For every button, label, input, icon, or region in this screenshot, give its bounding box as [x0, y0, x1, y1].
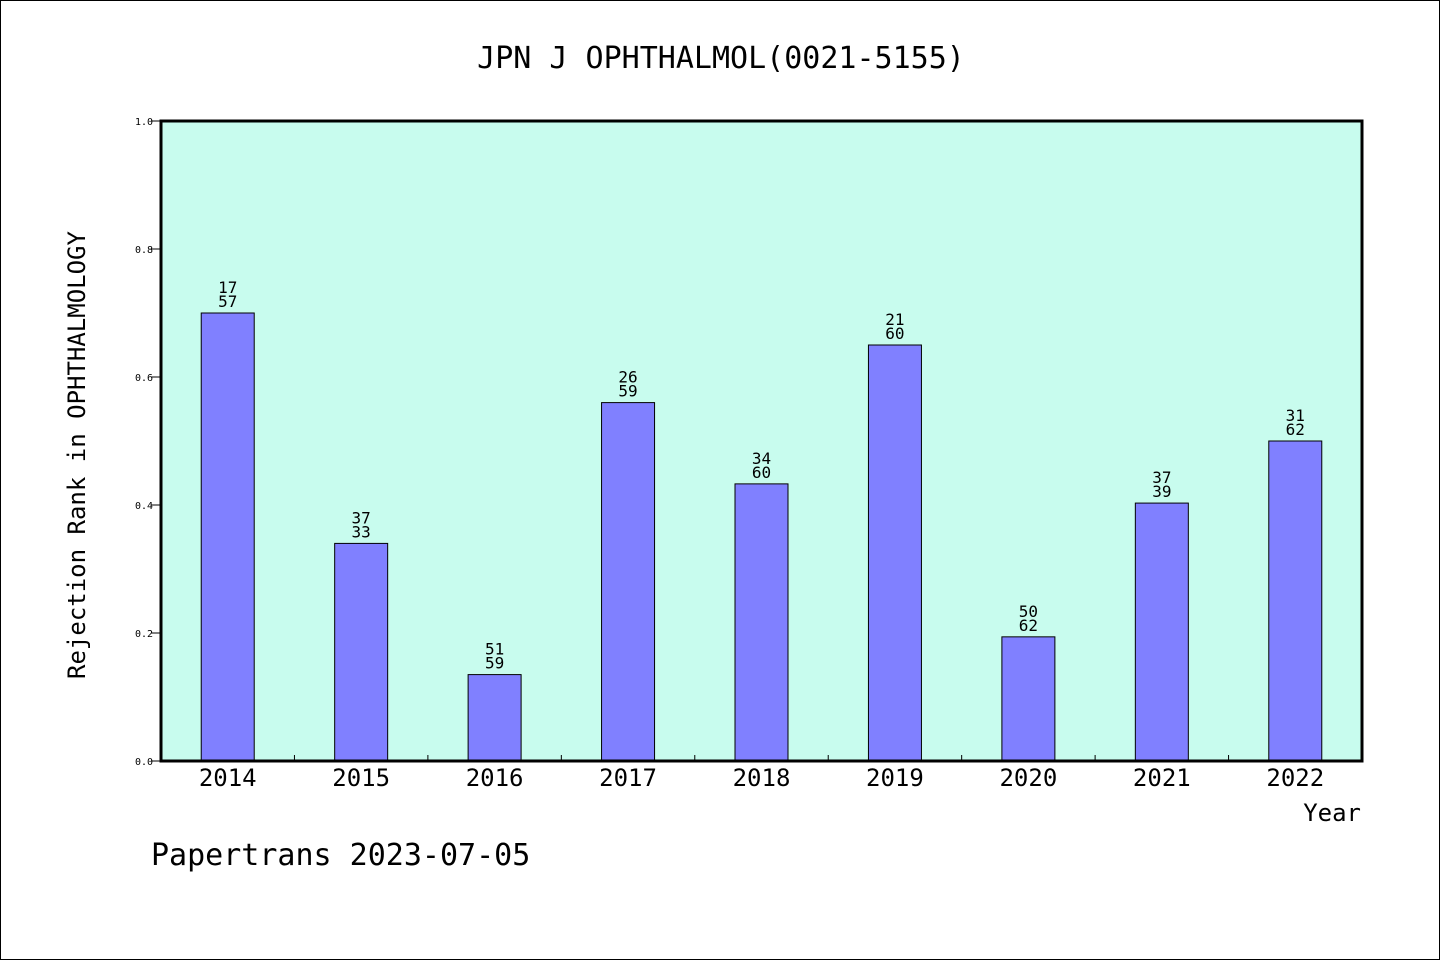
bar-label-bottom-2019: 60 — [885, 324, 904, 343]
x-ticks-layer: 2014 2015 2016 2017 2018 2019 2020 2021 2022 — [199, 755, 1324, 792]
bar-2016 — [467, 674, 522, 762]
bar-label-top-2018: 34 — [752, 449, 771, 468]
bar-2014 — [200, 312, 255, 762]
bar-2019 — [867, 344, 922, 762]
y-tick-label-0.2: 0.2 — [135, 629, 153, 640]
y-ticks-layer: 0.0 0.2 0.4 0.6 0.8 1.0 — [135, 117, 161, 768]
y-tick-label-0.8: 0.8 — [135, 245, 153, 256]
x-tick-label-2019: 2019 — [866, 764, 924, 792]
bar-label-top-2022: 31 — [1286, 406, 1305, 425]
bar-2020 — [1001, 636, 1056, 762]
x-tick-label-2020: 2020 — [999, 764, 1057, 792]
bar-label-bottom-2021: 39 — [1152, 482, 1171, 501]
bar-label-top-2020: 50 — [1019, 602, 1038, 621]
y-tick-label-1.0: 1.0 — [135, 117, 153, 128]
chart-title: JPN J OPHTHALMOL(0021-5155) — [477, 41, 965, 76]
y-tick-label-0.4: 0.4 — [135, 501, 153, 512]
bar-2015 — [334, 542, 389, 762]
bar-label-bottom-2016: 59 — [485, 654, 504, 673]
x-tick-label-2015: 2015 — [332, 764, 390, 792]
x-tick-label-2018: 2018 — [733, 764, 791, 792]
bar-label-bottom-2015: 33 — [352, 522, 371, 541]
bar-label-bottom-2014: 57 — [218, 292, 237, 311]
bar-label-bottom-2018: 60 — [752, 463, 771, 482]
bar-label-top-2015: 37 — [352, 508, 371, 527]
y-tick-label-0.0: 0.0 — [135, 757, 153, 768]
bar-label-top-2017: 26 — [618, 368, 637, 387]
x-tick-label-2014: 2014 — [199, 764, 257, 792]
bar-2017 — [601, 402, 656, 762]
bar-label-top-2016: 51 — [485, 640, 504, 659]
y-axis-label: Rejection Rank in OPHTHALMOLOGY — [63, 230, 91, 678]
x-tick-label-2022: 2022 — [1266, 764, 1324, 792]
bar-2022 — [1268, 440, 1323, 762]
bar-label-top-2021: 37 — [1152, 468, 1171, 487]
y-tick-label-0.6: 0.6 — [135, 373, 153, 384]
bar-2021 — [1134, 502, 1189, 762]
bar-label-top-2019: 21 — [885, 310, 904, 329]
x-axis-label: Year — [1303, 799, 1361, 827]
x-tick-label-2021: 2021 — [1133, 764, 1191, 792]
footer-source: Papertrans 2023-07-05 — [151, 838, 530, 873]
bar-label-bottom-2022: 62 — [1286, 420, 1305, 439]
bar-2018 — [734, 483, 789, 762]
x-tick-label-2016: 2016 — [466, 764, 524, 792]
plot-border — [159, 119, 1364, 763]
x-tick-label-2017: 2017 — [599, 764, 657, 792]
bar-label-top-2014: 17 — [218, 278, 237, 297]
bar-label-bottom-2017: 59 — [618, 382, 637, 401]
bar-label-bottom-2020: 62 — [1019, 616, 1038, 635]
